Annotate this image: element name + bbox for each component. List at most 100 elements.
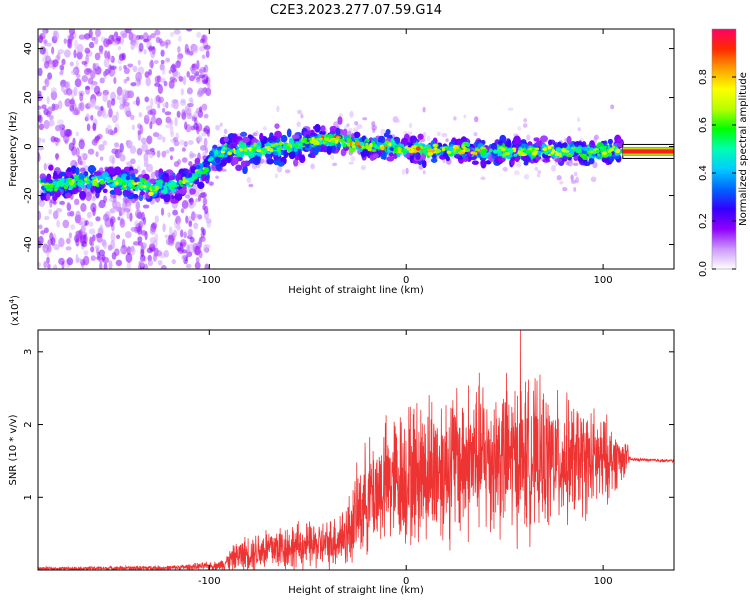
heatmap-cell	[160, 49, 165, 57]
heatmap-cell	[93, 171, 102, 177]
heatmap-cell	[43, 39, 48, 44]
heatmap-cell	[164, 234, 169, 239]
heatmap-cell	[215, 175, 219, 179]
heatmap-cell	[110, 91, 116, 101]
heatmap-cell	[109, 208, 115, 214]
heatmap-cell	[84, 219, 89, 226]
snr-x-ticks: -100 0 100	[198, 330, 613, 587]
heatmap-cell	[56, 182, 60, 187]
heatmap-cell	[393, 146, 399, 151]
heatmap-cell	[119, 247, 124, 253]
heatmap-cell	[130, 33, 137, 44]
heatmap-cell	[53, 30, 60, 41]
heatmap-cell	[119, 97, 123, 106]
heatmap-cell	[62, 219, 70, 229]
heatmap-cell	[356, 124, 363, 129]
heatmap-cell	[186, 71, 190, 78]
heatmap-cell	[196, 31, 201, 38]
heatmap-cell	[346, 142, 351, 147]
heatmap-cell	[88, 29, 93, 39]
heatmap-cell	[119, 103, 125, 110]
heatmap-cell	[56, 180, 61, 184]
heatmap-cell	[285, 145, 291, 150]
heatmap-cell	[266, 153, 271, 159]
heatmap-cell	[383, 132, 389, 138]
heatmap-cell	[157, 260, 163, 266]
heatmap-cell	[189, 197, 194, 206]
heatmap-cell	[86, 181, 90, 185]
heatmap-cell	[545, 156, 550, 161]
heatmap-cell	[453, 116, 457, 121]
heatmap-cell	[180, 88, 185, 96]
heatmap-cell	[567, 159, 573, 167]
heatmap-cell	[151, 186, 156, 191]
heatmap-cell	[203, 113, 209, 119]
heatmap-cell	[57, 119, 64, 126]
heatmap-cell	[404, 146, 409, 149]
heatmap-cell	[262, 126, 267, 131]
heatmap-cell	[90, 246, 95, 253]
heatmap-cell	[333, 121, 340, 128]
heatmap-cell	[150, 116, 157, 125]
heatmap-cell	[229, 149, 234, 153]
heatmap-cell	[189, 236, 195, 243]
heatmap-cell	[162, 136, 166, 143]
heatmap-cell	[99, 77, 105, 84]
heatmap-cell	[159, 40, 166, 47]
heatmap-cell	[170, 102, 176, 109]
heatmap-cell	[178, 75, 184, 82]
heatmap-cell	[517, 150, 523, 155]
heatmap-cell	[59, 64, 65, 71]
heatmap-cell	[52, 210, 59, 220]
spectrogram-panel: -100 0 100 -40 -20 0 20 40 Height of straight …	[8, 28, 675, 296]
heatmap-cell	[54, 188, 58, 192]
heatmap-cell	[75, 131, 80, 137]
heatmap-cell	[601, 151, 608, 155]
heatmap-cell	[194, 117, 198, 125]
heatmap-cell	[67, 38, 72, 48]
heatmap-cell	[90, 114, 94, 121]
heatmap-cell	[90, 240, 95, 247]
heatmap-cell	[173, 140, 180, 147]
heatmap-cell	[78, 175, 85, 180]
heatmap-cell	[41, 138, 46, 144]
heatmap-cell	[220, 148, 227, 152]
heatmap-cell	[573, 171, 578, 177]
heatmap-cell	[474, 151, 478, 156]
heatmap-cell	[287, 148, 293, 153]
heatmap-cell	[187, 140, 194, 145]
heatmap-cell	[64, 81, 69, 89]
heatmap-cell	[286, 128, 292, 138]
heatmap-cell	[102, 92, 108, 103]
heatmap-cell	[154, 185, 160, 191]
heatmap-cell	[188, 97, 193, 103]
heatmap-cell	[135, 96, 140, 107]
heatmap-cell	[79, 167, 86, 173]
heatmap-cell	[248, 159, 255, 164]
heatmap-cell	[90, 185, 95, 193]
heatmap-cell	[148, 178, 157, 184]
heatmap-cell	[169, 31, 175, 38]
heatmap-cell	[78, 139, 85, 150]
heatmap-cell	[308, 138, 312, 141]
heatmap-cell	[377, 135, 386, 144]
heatmap-cell	[65, 237, 71, 245]
heatmap-cell	[197, 135, 203, 142]
heatmap-cell	[365, 142, 369, 147]
heatmap-cell	[265, 145, 271, 150]
heatmap-cell	[270, 144, 276, 147]
heatmap-cell	[294, 143, 299, 148]
heatmap-cell	[514, 170, 520, 176]
heatmap-cell	[103, 38, 110, 48]
heatmap-cell	[201, 79, 209, 85]
heatmap-cell	[76, 43, 84, 54]
heatmap-cell	[58, 171, 67, 177]
heatmap-cell	[246, 176, 252, 184]
heatmap-cell	[260, 148, 264, 151]
heatmap-cell	[73, 86, 78, 97]
heatmap-cell	[240, 131, 248, 137]
heatmap-cell	[522, 155, 531, 163]
heatmap-cell	[65, 170, 73, 177]
heatmap-cell	[118, 53, 125, 61]
heatmap-cell	[232, 156, 239, 165]
